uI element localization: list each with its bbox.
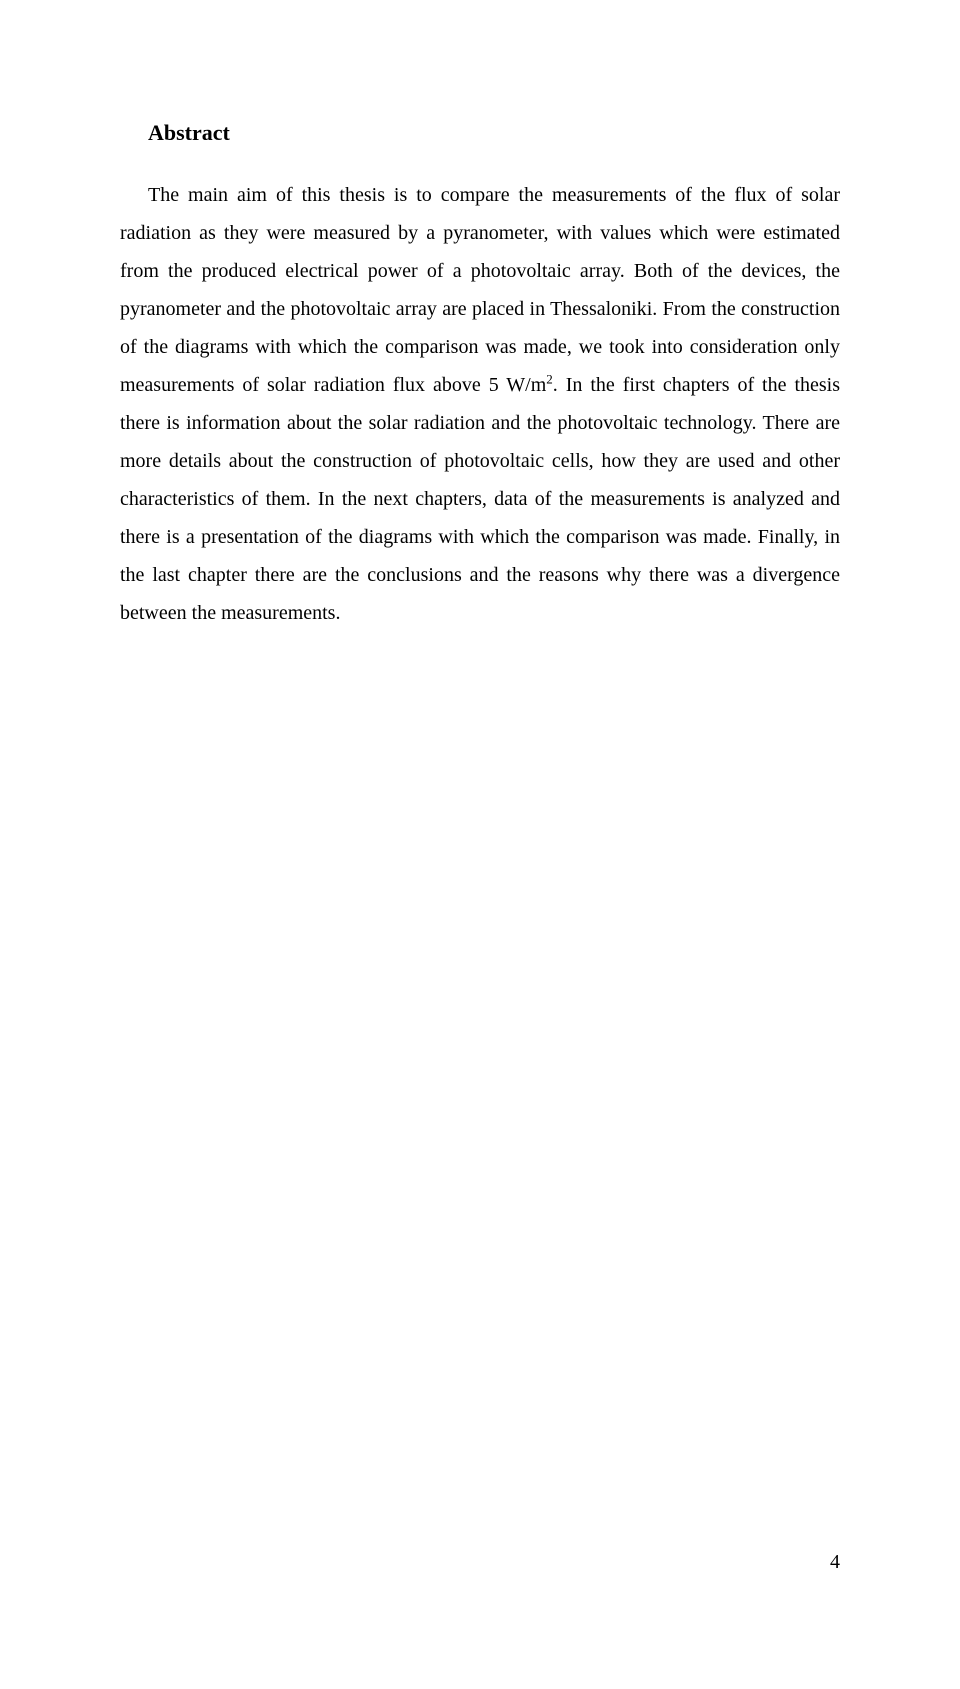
abstract-body: The main aim of this thesis is to compar… [120,176,840,632]
abstract-body-post: . In the first chapters of the thesis th… [120,374,840,624]
abstract-heading: Abstract [120,120,840,146]
page-number: 4 [830,1551,840,1574]
abstract-body-pre: The main aim of this thesis is to compar… [120,184,840,396]
